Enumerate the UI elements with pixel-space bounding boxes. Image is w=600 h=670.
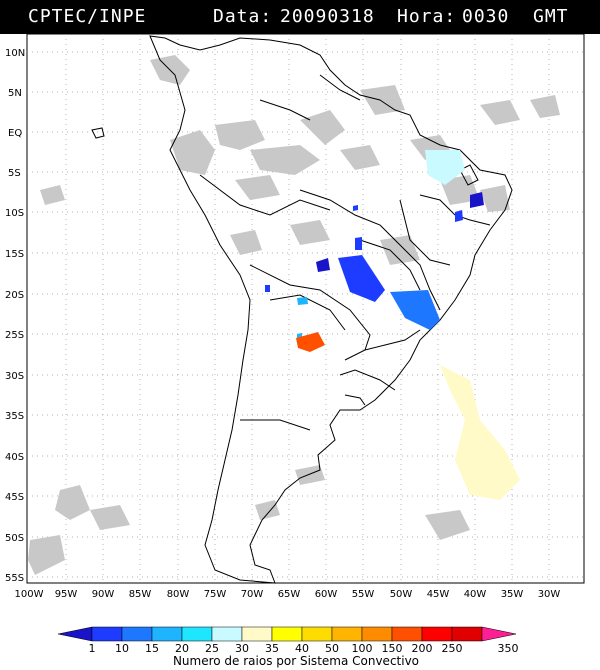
colorbar-swatch xyxy=(391,626,423,642)
date-label: Data: xyxy=(213,6,273,27)
lat-label: 40S xyxy=(5,452,24,463)
colorbar-swatch xyxy=(271,626,303,642)
colorbar-left-arrow xyxy=(57,626,93,642)
lat-label: EQ xyxy=(8,128,22,139)
hour-value: 0030 xyxy=(462,6,510,27)
lat-label: 10N xyxy=(5,48,25,59)
colorbar-swatch xyxy=(241,626,273,642)
lat-label: 15S xyxy=(5,249,24,260)
latitude-labels: 10N 5N EQ 5S 10S 15S 20S 25S 30S 35S 40S… xyxy=(5,48,25,584)
colorbar xyxy=(57,626,517,642)
storm-cell-pale-yellow xyxy=(440,365,520,500)
storm-cell-darkblue xyxy=(316,258,330,272)
colorbar-tick: 350 xyxy=(498,642,519,655)
source-label: CPTEC/INPE xyxy=(28,6,147,27)
lon-label: 85W xyxy=(129,589,152,600)
lat-label: 10S xyxy=(5,208,24,219)
lon-label: 80W xyxy=(167,589,190,600)
header-bar: CPTEC/INPE Data: 20090318 Hora: 0030 GMT xyxy=(0,0,600,34)
lon-label: 55W xyxy=(352,589,375,600)
storm-cell-blue xyxy=(353,205,358,211)
colorbar-tick: 10 xyxy=(115,642,129,655)
colorbar-tick: 150 xyxy=(382,642,403,655)
colorbar-tick: 100 xyxy=(352,642,373,655)
storm-cell-mid-blue xyxy=(390,290,440,330)
timezone-label: GMT xyxy=(533,6,569,27)
colorbar-tick: 40 xyxy=(295,642,309,655)
lat-label: 30S xyxy=(5,371,24,382)
lon-label: 95W xyxy=(55,589,78,600)
lon-label: 40W xyxy=(464,589,487,600)
colorbar-swatch xyxy=(91,626,123,642)
colorbar-swatch xyxy=(421,626,453,642)
storm-cell-blue xyxy=(355,237,362,250)
storm-cell-darkblue xyxy=(470,192,484,208)
colorbar-tick: 1 xyxy=(89,642,96,655)
lon-label: 100W xyxy=(15,589,44,600)
colorbar-title: Numero de raios por Sistema Convectivo xyxy=(173,654,419,668)
longitude-labels: 100W 95W 90W 85W 80W 75W 70W 65W 60W 55W… xyxy=(15,589,561,600)
colorbar-tick-labels: 1 10 15 20 25 30 35 40 50 100 150 200 25… xyxy=(89,642,519,655)
colorbar-tick: 50 xyxy=(325,642,339,655)
colorbar-swatch xyxy=(451,626,483,642)
lon-label: 70W xyxy=(241,589,264,600)
storm-cell-light-blue xyxy=(297,297,308,305)
lat-label: 35S xyxy=(5,411,24,422)
colorbar-right-arrow xyxy=(481,626,517,642)
lat-label: 45S xyxy=(5,492,24,503)
colorbar-swatch xyxy=(331,626,363,642)
lat-label: 25S xyxy=(5,330,24,341)
colorbar-swatch xyxy=(361,626,393,642)
colorbar-tick: 250 xyxy=(442,642,463,655)
lon-label: 30W xyxy=(538,589,561,600)
colorbar-swatch xyxy=(211,626,243,642)
cloud-cover xyxy=(28,55,560,575)
land-outline xyxy=(91,35,513,584)
date-value: 20090318 xyxy=(280,6,375,27)
lon-label: 45W xyxy=(427,589,450,600)
colorbar-tick: 20 xyxy=(175,642,189,655)
map-figure: 10N 5N EQ 5S 10S 15S 20S 25S 30S 35S 40S… xyxy=(5,34,585,668)
lat-label: 5N xyxy=(8,88,22,99)
lon-label: 35W xyxy=(501,589,524,600)
colorbar-swatch xyxy=(121,626,153,642)
lat-label: 50S xyxy=(5,533,24,544)
storm-cell-blue xyxy=(265,285,270,292)
lat-label: 55S xyxy=(5,573,24,584)
colorbar-tick: 30 xyxy=(235,642,249,655)
colorbar-tick: 15 xyxy=(145,642,159,655)
colorbar-tick: 35 xyxy=(265,642,279,655)
storm-cell-blue xyxy=(455,210,463,222)
colorbar-swatch xyxy=(181,626,213,642)
storm-cell-light-cyan xyxy=(425,150,465,185)
colorbar-swatch xyxy=(151,626,183,642)
lon-label: 60W xyxy=(315,589,338,600)
colorbar-tick: 200 xyxy=(412,642,433,655)
colorbar-swatch xyxy=(301,626,333,642)
colorbar-tick: 25 xyxy=(205,642,219,655)
lat-label: 5S xyxy=(8,168,21,179)
lon-label: 90W xyxy=(92,589,115,600)
storm-cell-blue xyxy=(338,255,385,302)
lon-label: 50W xyxy=(390,589,413,600)
hour-label: Hora: xyxy=(397,6,457,27)
lon-label: 75W xyxy=(204,589,227,600)
storm-cell-orange xyxy=(296,332,325,352)
convective-systems xyxy=(265,150,520,500)
lat-label: 20S xyxy=(5,290,24,301)
lon-label: 65W xyxy=(278,589,301,600)
